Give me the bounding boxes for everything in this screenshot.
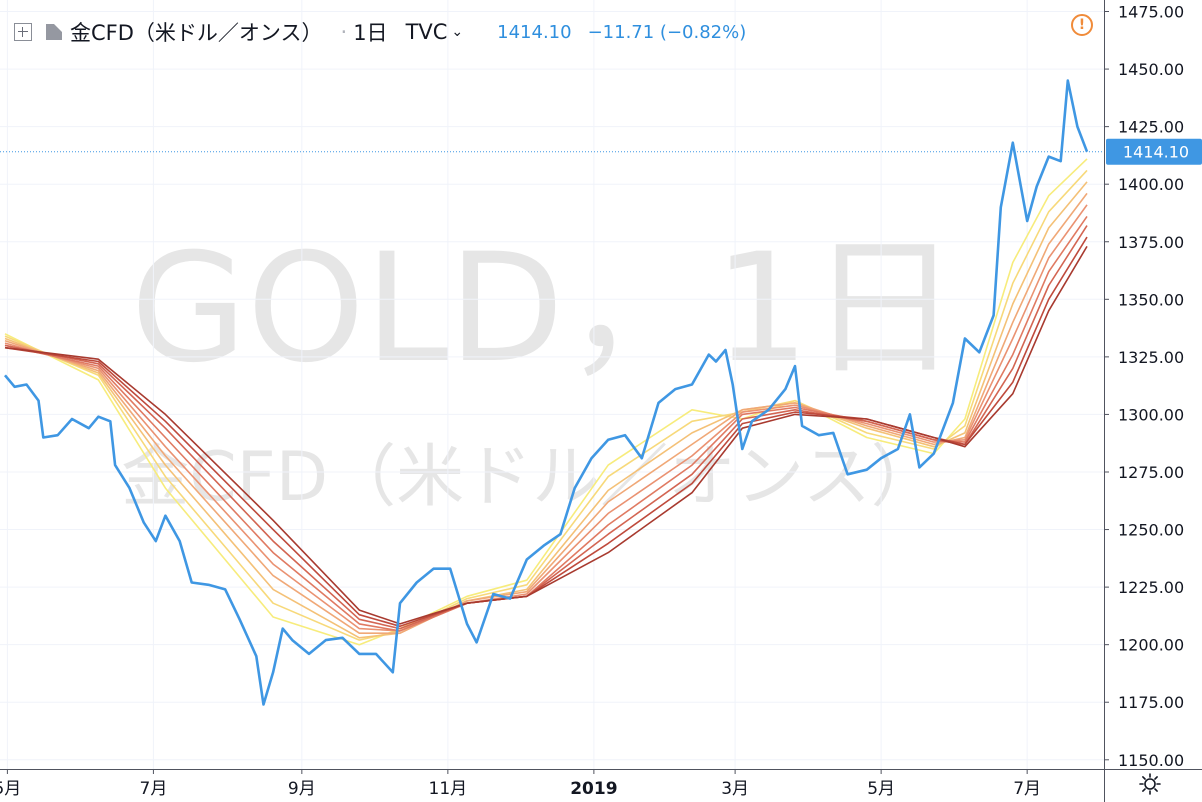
watermark-description: 金CFD（米ドル／オンス） — [121, 438, 939, 517]
last-price-label-text: 1414.10 — [1123, 143, 1189, 162]
y-axis-tick-label: 1400.00 — [1118, 175, 1184, 194]
y-axis-tick-label: 1325.00 — [1118, 348, 1184, 367]
y-axis-tick-label: 1275.00 — [1118, 463, 1184, 482]
interval-label[interactable]: 1日 — [353, 21, 388, 45]
x-axis-tick-label: 7月 — [140, 779, 168, 799]
y-axis-tick-label: 1250.00 — [1118, 521, 1184, 540]
x-axis-tick-label: 2019 — [570, 779, 617, 799]
ema-ribbon-line — [4, 245, 1088, 625]
x-axis-tick-label: 11月 — [429, 779, 468, 799]
y-axis-tick-label: 1175.00 — [1118, 693, 1184, 712]
y-axis-tick-label: 1300.00 — [1118, 405, 1184, 424]
ema-ribbon-line — [4, 169, 1088, 641]
symbol-description[interactable]: 金CFD（米ドル／オンス） — [70, 21, 323, 45]
x-axis-tick-label: 5月 — [867, 779, 895, 799]
y-axis-tick-label: 1450.00 — [1118, 60, 1184, 79]
legend: 金CFD（米ドル／オンス） · 1日 TVC ⌄ 1414.10 −11.71 … — [14, 14, 746, 50]
price-change-value: −11.71 (−0.82%) — [587, 21, 747, 43]
x-axis-tick-label: 9月 — [288, 779, 316, 799]
ema-ribbon-line — [4, 225, 1088, 630]
time-axis[interactable]: 5月 7月 9月 11月 2019 3月 5月 7月 — [0, 769, 1041, 799]
ema-ribbon — [4, 158, 1088, 646]
ema-ribbon-line — [4, 236, 1088, 628]
watermark-symbol: GOLD，1日 — [131, 222, 960, 396]
y-axis-tick-label: 1225.00 — [1118, 578, 1184, 597]
chevron-down-icon[interactable]: ⌄ — [451, 24, 464, 40]
collapse-legend-icon[interactable] — [14, 23, 32, 41]
symbol-flag-icon[interactable] — [46, 24, 62, 40]
ema-ribbon-line — [4, 192, 1088, 634]
last-price-label: 1414.10 — [1106, 138, 1202, 165]
ema-ribbon-line — [4, 181, 1088, 639]
x-axis-tick-label: 7月 — [1013, 779, 1041, 799]
y-axis-tick-label: 1150.00 — [1118, 751, 1184, 770]
ema-ribbon-line — [4, 158, 1088, 646]
settings-gear-icon[interactable] — [1138, 772, 1162, 796]
exchange-label[interactable]: TVC — [405, 20, 448, 44]
y-axis-tick-label: 1200.00 — [1118, 636, 1184, 655]
ema-ribbon-line — [4, 204, 1088, 632]
y-axis-tick-label: 1375.00 — [1118, 233, 1184, 252]
ema-ribbon-line — [4, 215, 1088, 632]
x-axis-tick-label: 3月 — [721, 779, 749, 799]
price-axis[interactable]: 1475.00 1450.00 1425.00 1400.00 1375.00 1350.… — [1104, 3, 1184, 770]
grid — [0, 0, 1104, 769]
y-axis-tick-label: 1350.00 — [1118, 290, 1184, 309]
legend-separator: · — [340, 20, 348, 44]
x-axis-tick-label: 5月 — [0, 779, 21, 799]
alert-icon[interactable]: ! — [1071, 14, 1093, 36]
y-axis-tick-label: 1425.00 — [1118, 118, 1184, 137]
y-axis-tick-label: 1475.00 — [1118, 3, 1184, 22]
last-price-value: 1414.10 — [497, 21, 572, 43]
price-line-series — [4, 79, 1089, 706]
